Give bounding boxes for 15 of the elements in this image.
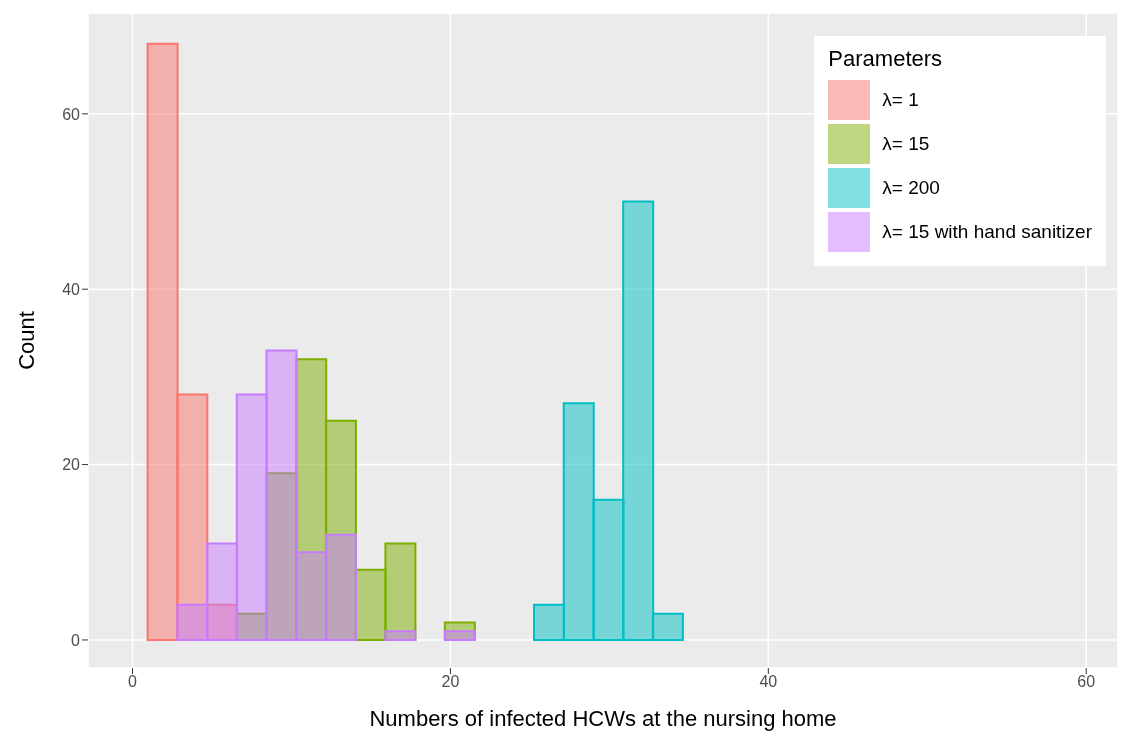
- y-tick-label: 40: [62, 280, 81, 298]
- legend-label: λ= 15: [882, 133, 930, 155]
- legend-label: λ= 200: [882, 177, 940, 199]
- legend-label: λ= 1: [882, 89, 919, 111]
- y-axis-title: Count: [13, 311, 39, 370]
- legend-label: λ= 15 with hand sanitizer: [882, 221, 1092, 243]
- x-tick-label: 40: [759, 673, 778, 691]
- x-tick-label: 60: [1077, 673, 1096, 691]
- y-tick-label: 60: [62, 105, 81, 123]
- x-tick-label: 20: [441, 673, 460, 691]
- x-tick-label: 0: [128, 673, 138, 691]
- x-axis-title: Numbers of infected HCWs at the nursing home: [369, 706, 837, 731]
- legend-title: Parameters: [828, 46, 944, 72]
- y-tick-label: 20: [62, 456, 81, 474]
- y-tick-label: 0: [71, 631, 81, 649]
